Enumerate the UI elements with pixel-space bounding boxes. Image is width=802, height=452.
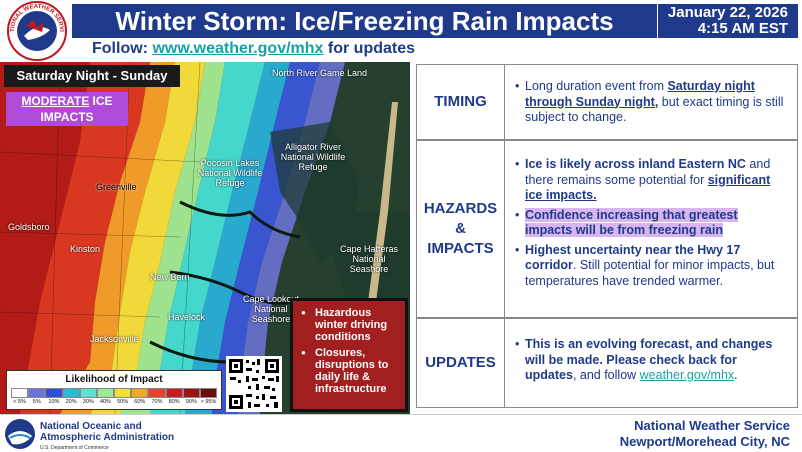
noaa-line-3: U.S. Department of Commerce [40, 445, 109, 451]
legend-tick-label: 90% [185, 399, 197, 405]
legend-tick-label: 80% [168, 399, 180, 405]
timing-bullet: Long duration event from Saturday night … [515, 79, 787, 126]
map-label-pocosin: Pocosin Lakes National Wildlife Refuge [197, 158, 263, 188]
map-label-jacksonville: Jacksonville [90, 334, 139, 344]
map-label-greenville: Greenville [96, 182, 137, 192]
legend-tick-label: 5% [32, 399, 41, 405]
legend-swatch [45, 388, 63, 398]
hazards-label-2: & [455, 220, 466, 237]
legend-tick-label: < 5% [13, 399, 26, 405]
hazards-label-1: HAZARDS [423, 200, 498, 217]
legend-swatch [96, 388, 115, 398]
row-hazards: HAZARDS & IMPACTS Ice is likely across inl… [416, 140, 798, 318]
legend-swatch [11, 388, 29, 398]
title-bar: Winter Storm: Ice/Freezing Rain Impacts [72, 4, 657, 38]
map-label-havelock: Havelock [168, 312, 206, 322]
legend-tick-label: 60% [134, 399, 146, 405]
impact-level-strong: MODERATE [21, 94, 90, 108]
legend-swatch [165, 388, 183, 398]
hazards-bullet-2: Confidence increasing that greatest impa… [515, 207, 787, 239]
legend-swatch [182, 388, 200, 398]
updates-body: This is an evolving forecast, and change… [505, 319, 797, 407]
row-updates: UPDATES This is an evolving forecast, an… [416, 318, 798, 408]
nws-logo: NATIONAL WEATHER SERVICE [6, 0, 67, 61]
legend-tick-label: 30% [82, 399, 94, 405]
legend-swatch [131, 388, 149, 398]
hazards-bullet-3: Highest uncertainty near the Hwy 17 corr… [515, 243, 787, 290]
legend-color-bar [11, 388, 218, 398]
hazards-body: Ice is likely across inland Eastern NC a… [505, 141, 797, 317]
legend-swatch [28, 388, 46, 398]
map-label-kinston: Kinston [70, 244, 101, 254]
hazard-box: Hazardous winter driving conditions Clos… [290, 298, 408, 412]
legend-tick-label: 10% [48, 399, 60, 405]
header: NATIONAL WEATHER SERVICE Winter Storm: I… [0, 0, 802, 62]
noaa-line-1: National Oceanic and [40, 421, 142, 432]
legend-swatch [62, 388, 80, 398]
office-text: National Weather Service Newport/Morehea… [620, 418, 790, 450]
time-text: 4:15 AM EST [697, 20, 788, 37]
map-label-cape-lookout: Cape Lookout National Seashore [242, 294, 300, 324]
impact-level-rest: ICE IMPACTS [40, 94, 113, 124]
legend-title: Likelihood of Impact [65, 374, 163, 385]
hazards-label-3: IMPACTS [427, 240, 494, 257]
period-label: Saturday Night - Sunday [4, 65, 180, 87]
info-table: TIMING Long duration event from Saturday… [410, 62, 802, 410]
noaa-logo [5, 419, 35, 449]
follow-prefix: Follow: [92, 40, 153, 57]
hazard-list: Hazardous winter driving conditions Clos… [301, 307, 401, 395]
row-timing: TIMING Long duration event from Saturday… [416, 64, 798, 140]
legend-tick-label: > 95% [200, 399, 217, 405]
updates-link[interactable]: weather.gov/mhx [639, 368, 735, 382]
updates-label: UPDATES [417, 319, 505, 407]
legend-tick-label: 50% [117, 399, 129, 405]
legend-ticks: < 5% 5% 10% 20% 30% 40% 50% 60% 70% 80% 90% > 95% [11, 399, 217, 409]
legend-swatch [79, 388, 97, 398]
follow-suffix: for updates [323, 40, 416, 57]
map-label-goldsboro: Goldsboro [8, 222, 50, 232]
date-text: January 22, 2026 [667, 4, 788, 21]
map-label-alligator: Alligator River National Wildlife Refuge [280, 142, 346, 172]
legend-swatch [199, 388, 218, 398]
timing-label: TIMING [417, 65, 505, 139]
noaa-text: National Oceanic and Atmospheric Adminis… [40, 421, 174, 452]
page-title: Winter Storm: Ice/Freezing Rain Impacts [115, 6, 614, 36]
follow-line: Follow: www.weather.gov/mhx for updates [92, 40, 415, 58]
qr-code-icon[interactable] [226, 356, 282, 412]
date-box: January 22, 2026 4:15 AM EST [658, 4, 798, 38]
legend-tick-label: 40% [99, 399, 111, 405]
hazard-item-driving: Hazardous winter driving conditions [301, 307, 401, 343]
office-line-2: Newport/Morehead City, NC [619, 434, 790, 449]
footer: National Oceanic and Atmospheric Adminis… [0, 414, 802, 452]
hazards-bullet-1: Ice is likely across inland Eastern NC a… [515, 157, 787, 204]
timing-body: Long duration event from Saturday night … [505, 65, 797, 139]
hazards-label: HAZARDS & IMPACTS [417, 141, 505, 317]
impact-level-badge: MODERATE ICE IMPACTS [6, 92, 128, 126]
legend-swatch [114, 388, 132, 398]
legend-tick-label: 20% [65, 399, 77, 405]
map-label-new-bern: New Bern [150, 272, 190, 282]
office-line-1: National Weather Service [634, 418, 790, 433]
updates-bullet: This is an evolving forecast, and change… [515, 337, 787, 384]
map-label-cape-hatteras: Cape Hatteras National Seashore [339, 244, 399, 274]
hazard-item-closures: Closures, disruptions to daily life & in… [301, 347, 401, 395]
follow-link[interactable]: www.weather.gov/mhx [152, 40, 324, 57]
legend: Likelihood of Impact < 5% 5% 10% 20% 30% 40% 5… [6, 370, 222, 410]
legend-tick-label: 70% [151, 399, 163, 405]
legend-swatch [148, 388, 166, 398]
map-label-north-river: North River Game Land [272, 68, 368, 78]
noaa-line-2: Atmospheric Administration [40, 432, 175, 443]
